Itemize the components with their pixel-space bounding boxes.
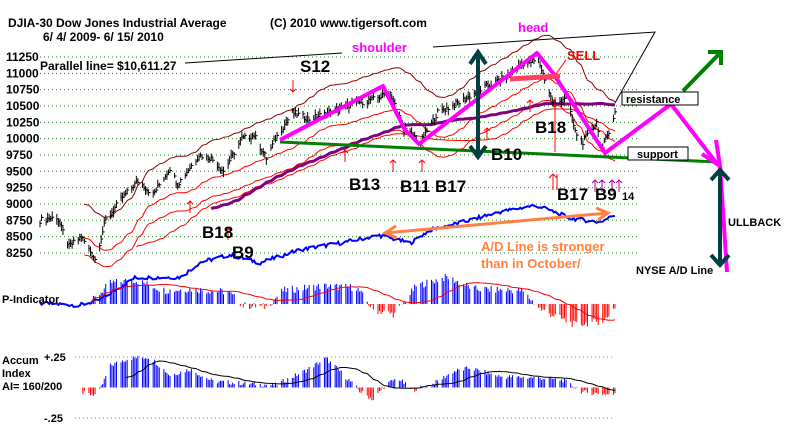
b18-label: B18: [535, 118, 566, 137]
b11-label: B11: [400, 177, 430, 196]
b9-label: B9: [232, 243, 254, 262]
b10-label: B10: [491, 145, 522, 164]
moving-average-50: [136, 108, 616, 248]
accum-label-1: Accum: [2, 355, 39, 367]
b9-right-label: B9: [595, 185, 617, 204]
price-axis-ticks: 11250 11000 10750 10500 10250 10000 9750 9500 92…: [6, 50, 40, 260]
ai-tick-bottom: -.25: [44, 413, 63, 425]
ad-trend-arrow-icon: [381, 206, 612, 240]
y-tick-label: 9000: [6, 197, 33, 211]
y-tick-label: 10000: [6, 132, 40, 146]
b13-label: B13: [349, 175, 380, 194]
support-label: support: [637, 149, 678, 161]
y-tick-label: 10250: [6, 115, 40, 129]
date-range: 6/ 4/ 2009- 6/ 15/ 2010: [43, 30, 164, 44]
resistance-box: [621, 91, 699, 106]
moving-average-purple: [210, 102, 616, 211]
sell-pointer: [555, 59, 567, 75]
ad-line-path: [39, 203, 616, 308]
s12-label: S12: [300, 57, 330, 76]
price-bars: [39, 55, 617, 264]
shoulder-label: shoulder: [352, 40, 407, 55]
pullback-label: ULLBACK: [728, 217, 781, 229]
ad-note-line-1: A/D Line is stronger: [481, 239, 605, 254]
breakout-arrow-icon: [681, 50, 723, 93]
y-tick-label: 9750: [6, 148, 33, 162]
b14-label: 14: [622, 191, 635, 203]
purple-signal-arrows: [591, 179, 623, 192]
chart-title: DJIA-30 Dow Jones Industrial Average: [8, 16, 227, 30]
measured-move-arrow-icon: [468, 48, 488, 161]
price-grid: [40, 56, 640, 419]
b18-low-label: B18: [202, 223, 233, 242]
p-indicator-label: P-Indicator: [2, 294, 60, 306]
accum-label-2: Index: [2, 368, 32, 380]
copyright: (C) 2010 www.tigersoft.com: [270, 16, 427, 30]
ad-line: [39, 203, 616, 308]
y-tick-label: 8250: [6, 246, 33, 260]
head-label: head: [518, 20, 548, 35]
y-tick-label: 11250: [6, 50, 39, 64]
b17-label: B17: [435, 177, 466, 196]
p-indicator-ma: [91, 282, 616, 321]
sell-label: SELL: [567, 48, 600, 63]
moving-average-21: [84, 78, 616, 251]
resistance-label: resistance: [626, 94, 680, 106]
accum-index-histogram: [82, 355, 616, 401]
ai-tick-top: +.25: [44, 352, 66, 364]
signal-arrows: [186, 80, 558, 240]
parallel-line-label: Parallel line= $10,611.27: [40, 59, 177, 73]
parallel-line: [184, 52, 343, 64]
y-tick-label: 9500: [6, 164, 33, 178]
accum-label-3: AI= 160/200: [2, 381, 62, 393]
upper-band: [84, 34, 616, 218]
y-tick-label: 10750: [6, 83, 40, 97]
head-shoulders-zigzag: [279, 51, 720, 167]
sell-bar: [509, 73, 561, 82]
bollinger-bands: [84, 34, 616, 268]
y-tick-label: 9250: [6, 181, 33, 195]
y-tick-label: 11000: [6, 66, 39, 80]
y-tick-label: 8750: [6, 213, 33, 227]
support-box: [627, 146, 689, 161]
p-indicator-histogram: [91, 273, 616, 328]
pattern-overlays: [184, 31, 731, 273]
b17-right-label: B17: [557, 185, 588, 204]
y-tick-label: 10500: [6, 99, 40, 113]
target-arrow-icon: [709, 167, 731, 268]
upper-channel-line: [432, 31, 656, 104]
ad-note-line-2: than in October/: [481, 256, 581, 271]
y-tick-label: 8500: [6, 230, 33, 244]
accum-index-ma: [125, 360, 616, 392]
ad-line-label: NYSE A/D Line: [636, 265, 713, 277]
